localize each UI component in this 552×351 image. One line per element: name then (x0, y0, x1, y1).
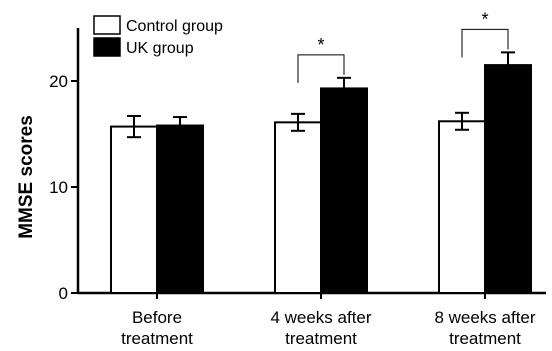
y-tick-label: 10 (49, 178, 68, 197)
legend-label-control: Control group (126, 18, 223, 35)
y-tick-label: 0 (59, 284, 68, 303)
x-category-label: 8 weeks after treatment (434, 308, 535, 348)
legend-swatch-control (93, 15, 121, 35)
y-tick-label: 20 (49, 72, 68, 91)
y-axis-label: MMSE scores (16, 115, 37, 239)
bar-control (438, 120, 486, 294)
significance-bracket (461, 28, 509, 58)
bar-uk (156, 124, 204, 294)
bar-control (110, 125, 158, 294)
significance-marker: * (481, 9, 488, 29)
x-category-label: Before treatment (121, 308, 193, 348)
legend-label-uk: UK group (126, 40, 194, 57)
bar-uk (484, 64, 532, 294)
plot-area: 0 10 20 Before treatment 4 weeks after treatme… (49, 9, 546, 348)
x-category-label: 4 weeks after treatment (270, 308, 371, 348)
legend-swatch-uk (93, 37, 121, 57)
legend: Control group UK group (93, 15, 223, 57)
significance-bracket (297, 54, 345, 83)
significance-marker: * (317, 35, 324, 55)
bar-control (274, 121, 322, 294)
bar-uk (320, 87, 368, 294)
